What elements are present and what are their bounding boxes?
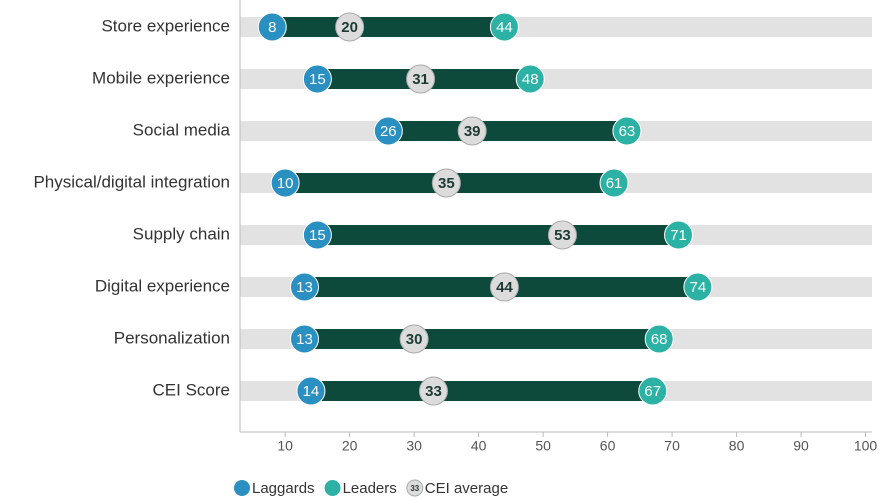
range-bar: [310, 381, 653, 401]
value-label: 71: [670, 227, 687, 244]
average-dot: [406, 64, 436, 94]
legend-label: CEI average: [425, 480, 508, 497]
value-label: 15: [309, 227, 326, 244]
leader-dot: [683, 272, 713, 302]
legend-swatch: [234, 480, 250, 496]
x-tick-label: 90: [793, 438, 809, 454]
value-label: 33: [425, 383, 442, 400]
x-tick-label: 80: [729, 438, 745, 454]
x-tick-label: 50: [535, 438, 551, 454]
category-label: Digital experience: [95, 276, 230, 295]
value-label: 67: [644, 383, 661, 400]
laggard-dot: [289, 272, 319, 302]
x-tick-label: 30: [406, 438, 422, 454]
leader-dot: [644, 324, 674, 354]
value-label: 63: [619, 123, 636, 140]
value-label: 20: [341, 19, 358, 36]
value-label: 13: [296, 279, 313, 296]
value-label: 68: [651, 331, 668, 348]
laggard-dot: [270, 168, 300, 198]
leader-dot: [599, 168, 629, 198]
laggard-dot: [302, 220, 332, 250]
value-label: 14: [303, 383, 320, 400]
laggard-dot: [289, 324, 319, 354]
value-label: 8: [268, 19, 276, 36]
leader-dot: [612, 116, 642, 146]
value-label: 26: [380, 123, 397, 140]
category-label: Social media: [133, 120, 231, 139]
leader-dot: [489, 12, 519, 42]
average-dot: [418, 376, 448, 406]
x-tick-label: 70: [664, 438, 680, 454]
value-label: 13: [296, 331, 313, 348]
value-label: 10: [277, 175, 294, 192]
category-label: Physical/digital integration: [33, 172, 230, 191]
x-tick-label: 60: [600, 438, 616, 454]
category-label: Store experience: [101, 16, 230, 35]
x-tick-label: 40: [471, 438, 487, 454]
legend-label: Leaders: [343, 480, 397, 497]
legend-icon-label: 33: [410, 484, 419, 493]
range-bar: [388, 121, 627, 141]
value-label: 30: [406, 331, 423, 348]
value-label: 39: [464, 123, 481, 140]
average-dot: [399, 324, 429, 354]
laggard-dot: [296, 376, 326, 406]
laggard-dot: [302, 64, 332, 94]
category-label: Mobile experience: [92, 68, 230, 87]
value-label: 74: [690, 279, 707, 296]
laggard-dot: [373, 116, 403, 146]
category-label: Supply chain: [133, 224, 230, 243]
x-tick-label: 10: [277, 438, 293, 454]
value-label: 53: [554, 227, 571, 244]
value-label: 15: [309, 71, 326, 88]
leader-dot: [515, 64, 545, 94]
value-label: 35: [438, 175, 455, 192]
average-dot: [489, 272, 519, 302]
legend-label: Laggards: [252, 480, 315, 497]
laggard-dot: [257, 12, 287, 42]
x-tick-label: 20: [342, 438, 358, 454]
average-dot: [335, 12, 365, 42]
value-label: 44: [496, 19, 513, 36]
range-bar: [272, 17, 505, 37]
legend-swatch: [406, 479, 424, 497]
average-dot: [431, 168, 461, 198]
legend-swatch: [324, 480, 341, 496]
value-label: 48: [522, 71, 539, 88]
value-label: 31: [412, 71, 429, 88]
leader-dot: [664, 220, 694, 250]
value-label: 44: [496, 279, 513, 296]
range-bar: [304, 329, 660, 349]
value-label: 61: [606, 175, 623, 192]
x-tick-label: 100: [854, 438, 878, 454]
average-dot: [457, 116, 487, 146]
average-dot: [547, 220, 577, 250]
range-bar: [317, 225, 679, 245]
category-label: CEI Score: [153, 380, 230, 399]
leader-dot: [638, 376, 668, 406]
category-label: Personalization: [114, 328, 230, 347]
